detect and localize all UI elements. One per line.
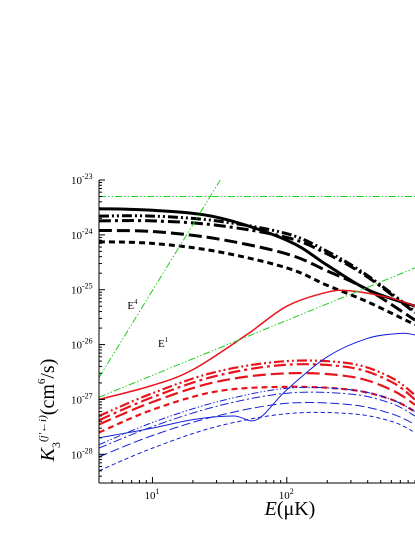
y-label-sup: (j'←i) [37, 415, 49, 442]
series-blue-longdash-13 [99, 401, 415, 458]
axes-group: 10-28 10-27 10-26 10-25 10-24 10-23 101 102 [71, 172, 415, 502]
y-tick-label: 10-23 [71, 172, 93, 187]
series-red-dashdotdot-6 [99, 359, 415, 418]
y-tick-label: 10-25 [71, 282, 93, 297]
series-red-dashdot-7 [99, 363, 415, 422]
series-black-dashdot-2 [99, 219, 415, 314]
y-tick-label: 10-26 [71, 337, 93, 352]
y-label-unit-tail: /s) [37, 359, 59, 379]
series-red-solid-5 [99, 289, 415, 401]
x-label-unit: (μK) [277, 498, 316, 520]
series-black-shortdash-4 [99, 240, 415, 327]
annotations-group: E4 E1 [127, 298, 168, 350]
y-tick-label: 10-24 [71, 227, 93, 242]
x-axis-label: E(μK) [264, 498, 316, 520]
series-blue-dashdotdot-11 [99, 386, 415, 446]
x-label-prefix: E [264, 498, 277, 520]
y-label-prefix: K [37, 446, 59, 462]
series-red-shortdash-9 [99, 385, 415, 434]
series-black-solid-0 [99, 207, 415, 308]
annotation-label: E4 [127, 298, 138, 312]
y-tick-label: 10-27 [71, 391, 93, 406]
annotation-label: E1 [158, 336, 169, 350]
series-green-dashdotdot-17 [99, 267, 415, 398]
y-label-sub: 3 [49, 442, 63, 448]
x-tick-label: 101 [144, 487, 159, 502]
y-label-unit-sup: 6 [36, 378, 48, 384]
series-red-longdash-8 [99, 371, 415, 426]
x-tick-label: 102 [279, 487, 294, 502]
y-axis-label: K3(j'←i)(cm6/s) [36, 359, 63, 463]
y-label-unit: (cm [37, 384, 59, 416]
series-group [99, 180, 415, 472]
series-blue-dashdot-12 [99, 391, 415, 449]
series-black-longdash-3 [99, 229, 415, 322]
y-tick-label: 10-28 [71, 446, 93, 461]
series-blue-solid-10 [99, 332, 415, 439]
series-green-dashdotdot-16 [99, 180, 221, 378]
series-blue-shortdash-14 [99, 411, 415, 472]
